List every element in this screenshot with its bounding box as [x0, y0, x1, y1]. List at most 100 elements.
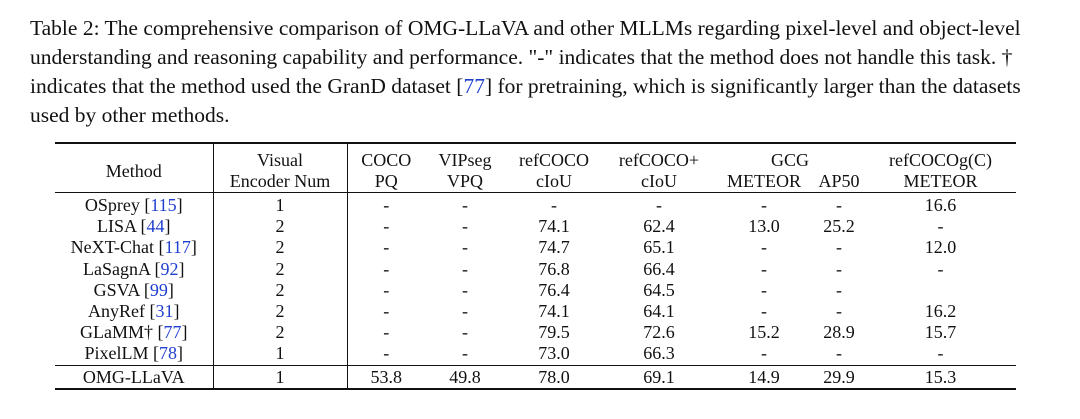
refcoco-cell: 79.5 — [538, 322, 570, 343]
method-cell: PixelLM [78] — [55, 343, 214, 366]
gcg-meteor-cell: 14.9 — [715, 364, 813, 390]
method-name: PixelLM [ — [84, 343, 160, 364]
method-name: GLaMM† [ — [80, 322, 164, 343]
vipseg-cell: - — [462, 279, 468, 300]
header-row-1: Method Visual COCO VIPseg refCOCO refCOC… — [55, 143, 1016, 193]
refcocoplus-cell: 66.3 — [643, 343, 675, 364]
refcocog-cell — [865, 280, 1016, 301]
header-refcoco-line2: cIoU — [505, 171, 603, 193]
header-gcg-ap50: AP50 — [813, 171, 865, 193]
citation-link[interactable]: 99 — [149, 279, 168, 300]
refcocoplus-cell: 65.1 — [643, 237, 675, 258]
header-refcoco-line1: refCOCO — [519, 150, 589, 170]
header-refcocoplus-line1: refCOCO+ — [618, 150, 700, 170]
coco-cell: - — [383, 258, 390, 279]
table-row: GSVA [99] 2 - - 76.4 64.5 - - — [55, 279, 1016, 302]
encoder-cell: 1 — [213, 364, 348, 390]
gcg-meteor-cell: - — [761, 301, 767, 322]
refcocog-cell: - — [937, 258, 944, 279]
bracket: ] — [167, 279, 174, 300]
header-refcocog-line1: refCOCOg(C) — [889, 150, 992, 170]
table-row: AnyRef [31] 2 - - 74.1 64.1 - - 16.2 — [55, 301, 1016, 323]
coco-cell: - — [383, 195, 390, 215]
citation-link[interactable]: 31 — [155, 301, 174, 322]
gcg-ap50-cell: 25.2 — [823, 216, 855, 237]
table-row: LaSagnA [92] 2 - - 76.8 66.4 - - - — [55, 258, 1016, 280]
header-method: Method — [55, 143, 214, 193]
gcg-ap50-cell: - — [836, 195, 842, 215]
bracket: ] — [164, 216, 171, 237]
gcg-meteor-cell: - — [761, 195, 767, 215]
encoder-cell: 1 — [213, 192, 348, 217]
method-cell: OSprey [115] — [55, 192, 214, 217]
coco-cell: - — [383, 237, 390, 258]
method-name: NeXT-Chat [ — [70, 237, 165, 258]
refcocog-cell: 15.3 — [865, 364, 1016, 390]
refcoco-cell: 78.0 — [505, 364, 603, 390]
method-name: LISA [ — [97, 216, 147, 237]
caption-citation-link[interactable]: 77 — [463, 74, 485, 98]
bracket: ] — [190, 237, 197, 258]
citation-link[interactable]: 117 — [164, 237, 191, 258]
bracket: ] — [178, 258, 185, 279]
gcg-ap50-cell: - — [836, 301, 842, 322]
refcocoplus-cell: 64.5 — [643, 279, 675, 300]
table-row: NeXT-Chat [117] 2 - - 74.7 65.1 - - 12.0 — [55, 237, 1016, 259]
citation-link[interactable]: 92 — [160, 258, 179, 279]
encoder-cell: 2 — [213, 237, 348, 259]
refcoco-cell: 73.0 — [538, 343, 570, 364]
vipseg-cell: - — [462, 195, 468, 215]
method-cell: AnyRef [31] — [55, 301, 214, 323]
encoder-cell: 2 — [213, 258, 348, 280]
refcocog-cell: 16.6 — [924, 195, 957, 215]
refcoco-cell: 76.4 — [538, 279, 570, 300]
refcocog-cell: - — [937, 343, 944, 364]
gcg-meteor-cell: - — [761, 258, 767, 279]
header-vipseg-line2: VPQ — [425, 171, 505, 193]
gcg-meteor-cell: - — [761, 279, 767, 300]
refcoco-cell: - — [551, 195, 557, 215]
method-name: AnyRef [ — [88, 301, 156, 322]
encoder-cell: 2 — [213, 322, 348, 344]
citation-link[interactable]: 115 — [150, 195, 177, 215]
header-row-2: Encoder Num PQ VPQ cIoU cIoU METEOR AP50… — [55, 171, 1016, 193]
header-vipseg-line1: VIPseg — [438, 150, 492, 170]
table-row: OSprey [115] 1 - - - - - - 16.6 — [55, 192, 1016, 217]
bracket: ] — [176, 195, 183, 215]
header-coco-line2: PQ — [347, 171, 425, 193]
vipseg-cell: - — [462, 216, 468, 237]
header-refcocog-line2: METEOR — [865, 171, 1016, 193]
citation-link[interactable]: 77 — [163, 322, 182, 343]
gcg-ap50-cell: - — [836, 237, 842, 258]
method-cell: LISA [44] — [55, 216, 214, 238]
table-caption: Table 2: The comprehensive comparison of… — [30, 14, 1060, 130]
encoder-cell: 2 — [213, 301, 348, 323]
comparison-table: Method Visual COCO VIPseg refCOCO refCOC… — [55, 142, 1016, 390]
coco-cell: - — [383, 322, 390, 343]
citation-link[interactable]: 44 — [146, 216, 165, 237]
bracket: ] — [173, 301, 180, 322]
refcoco-cell: 74.1 — [538, 301, 570, 322]
citation-link[interactable]: 78 — [159, 343, 177, 364]
header-refcocoplus-line2: cIoU — [603, 171, 715, 193]
refcoco-cell: 76.8 — [538, 258, 570, 279]
header-gcg-meteor: METEOR — [715, 171, 813, 193]
caption-text-b: ] for pretraining, which is significantl… — [30, 74, 1021, 127]
header-encoder-line1: Visual — [213, 143, 348, 171]
bracket: ] — [177, 343, 183, 364]
vipseg-cell: - — [462, 322, 468, 343]
vipseg-cell: 49.8 — [425, 364, 505, 390]
refcoco-cell: 74.7 — [538, 237, 570, 258]
refcoco-cell: 74.1 — [538, 216, 570, 237]
gcg-ap50-cell: - — [836, 258, 842, 279]
table-row-ours: OMG-LLaVA 1 53.8 49.8 78.0 69.1 14.9 29.… — [55, 364, 1016, 390]
gcg-meteor-cell: 13.0 — [748, 216, 780, 237]
coco-cell: - — [383, 279, 390, 300]
caption-text-a: The comprehensive comparison of OMG-LLaV… — [30, 16, 1021, 98]
method-cell: GSVA [99] — [55, 279, 214, 302]
refcocoplus-cell: 69.1 — [603, 364, 715, 390]
refcocoplus-cell: - — [656, 195, 662, 215]
refcocoplus-cell: 66.4 — [643, 258, 675, 279]
refcocog-cell: 15.7 — [924, 322, 957, 343]
header-coco-line1: COCO — [361, 150, 412, 170]
